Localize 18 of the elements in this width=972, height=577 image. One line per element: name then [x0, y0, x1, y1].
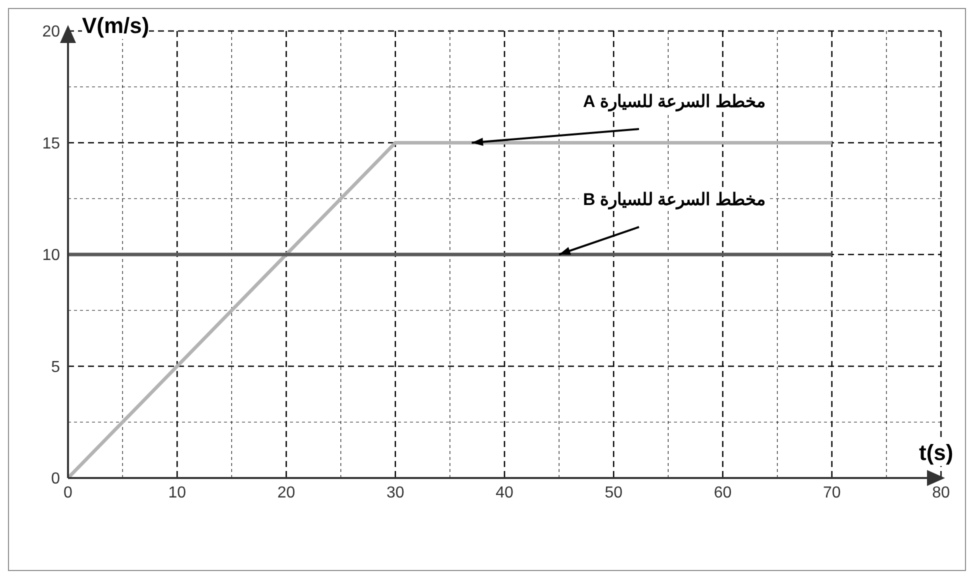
- y-axis-title: V(m/s): [82, 13, 150, 39]
- y-tick-label: 5: [51, 358, 60, 376]
- x-axis-title: t(s): [919, 440, 954, 466]
- y-tick-label: 20: [42, 24, 60, 41]
- y-tick-label: 15: [42, 135, 60, 152]
- y-tick-label: 0: [51, 470, 60, 488]
- x-tick-label: 40: [496, 484, 514, 502]
- x-tick-label: 10: [168, 484, 186, 502]
- x-tick-label: 20: [277, 484, 296, 502]
- series-label: مخطط السرعة للسيارة A: [579, 91, 770, 112]
- x-tick-label: 80: [932, 484, 950, 502]
- text: مخطط السرعة للسيارة B: [579, 189, 770, 210]
- x-tick-label: 50: [604, 484, 623, 502]
- x-tick-label: 30: [386, 484, 404, 502]
- y-tick-label: 10: [42, 247, 60, 264]
- x-tick-label: 70: [822, 484, 841, 502]
- x-tick-label: 0: [64, 484, 73, 502]
- x-tick-label: 60: [714, 484, 732, 502]
